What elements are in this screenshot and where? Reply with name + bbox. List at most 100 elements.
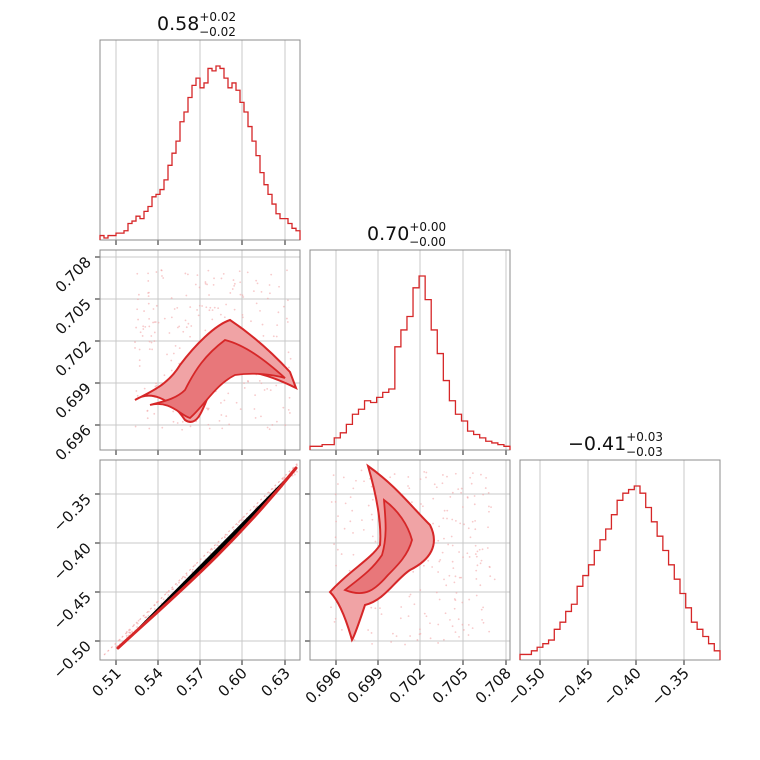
- scatter-point: [374, 540, 377, 543]
- title-param-3: −0.41+0.03 −0.03: [568, 430, 663, 459]
- scatter-point: [408, 487, 411, 490]
- scatter-point: [407, 476, 410, 478]
- scatter-point: [476, 550, 479, 553]
- scatter-point: [233, 282, 236, 285]
- panel-frame: [519, 459, 721, 661]
- scatter-point: [451, 625, 454, 628]
- scatter-point: [147, 614, 150, 617]
- scatter-point: [452, 567, 455, 569]
- scatter-point: [419, 478, 422, 481]
- scatter-point: [476, 564, 479, 567]
- scatter-point: [337, 515, 339, 518]
- scatter-point: [361, 519, 363, 522]
- scatter-point: [129, 632, 132, 634]
- scatter-point: [432, 522, 434, 525]
- scatter-point: [178, 347, 181, 350]
- scatter-point: [170, 369, 173, 372]
- scatter-point: [349, 496, 352, 499]
- scatter-point: [252, 290, 255, 292]
- scatter-point: [282, 305, 285, 308]
- scatter-point: [487, 491, 490, 494]
- scatter-point: [488, 630, 491, 633]
- x-tick-label: 0.699: [344, 664, 387, 707]
- scatter-point: [147, 610, 150, 613]
- scatter-point: [155, 384, 158, 387]
- scatter-point: [379, 607, 381, 610]
- scatter-point: [260, 415, 262, 418]
- scatter-point: [425, 471, 428, 474]
- scatter-point: [176, 306, 179, 309]
- scatter-point: [468, 556, 471, 558]
- scatter-point: [352, 532, 354, 534]
- scatter-point: [458, 636, 460, 638]
- scatter-point: [409, 593, 412, 596]
- scatter-point: [422, 505, 424, 508]
- scatter-point: [334, 617, 337, 620]
- scatter-point: [446, 509, 449, 512]
- scatter-point: [147, 272, 149, 275]
- scatter-point: [287, 351, 290, 354]
- scatter-point: [371, 642, 373, 645]
- scatter-point: [238, 270, 241, 273]
- scatter-point: [371, 535, 374, 538]
- scatter-point: [443, 537, 445, 540]
- scatter-point: [407, 485, 409, 487]
- scatter-point: [266, 426, 269, 429]
- scatter-point: [165, 591, 168, 594]
- scatter-point: [337, 483, 339, 485]
- scatter-point: [276, 324, 279, 327]
- scatter-point: [155, 382, 157, 385]
- scatter-point: [392, 632, 394, 635]
- panel-frame: [99, 249, 301, 451]
- scatter-point: [241, 517, 243, 520]
- scatter-point: [225, 303, 228, 306]
- scatter-point: [134, 347, 136, 349]
- scatter-point: [204, 329, 207, 332]
- scatter-point: [340, 553, 343, 555]
- scatter-point: [136, 394, 139, 397]
- scatter-point: [115, 645, 117, 648]
- scatter-point: [380, 613, 383, 615]
- scatter-point: [453, 607, 456, 610]
- scatter-point: [144, 326, 147, 328]
- scatter-point: [371, 498, 374, 501]
- scatter-point: [198, 304, 201, 307]
- scatter-point: [162, 598, 165, 601]
- scatter-point: [184, 576, 187, 579]
- scatter-point: [335, 520, 338, 523]
- scatter-point: [261, 323, 264, 326]
- scatter-point: [294, 473, 296, 476]
- scatter-point: [389, 476, 392, 479]
- scatter-point: [153, 321, 156, 324]
- scatter-point: [223, 399, 226, 402]
- scatter-point: [190, 325, 193, 327]
- scatter-point: [180, 577, 183, 580]
- scatter-point: [451, 518, 454, 521]
- scatter-point: [296, 470, 298, 473]
- scatter-point: [475, 594, 478, 597]
- scatter-point: [263, 389, 266, 391]
- scatter-point: [170, 297, 173, 299]
- marks-layer: [99, 65, 721, 660]
- scatter-point: [441, 551, 444, 554]
- scatter-point: [457, 488, 460, 490]
- scatter-point: [367, 504, 370, 507]
- scatter-point: [479, 562, 482, 565]
- scatter-point: [201, 305, 204, 307]
- scatter-point: [153, 340, 156, 342]
- scatter-point: [233, 285, 236, 287]
- scatter-point: [250, 320, 252, 323]
- scatter-point: [478, 548, 481, 551]
- contour-p1-p2-inner: [149, 339, 286, 420]
- scatter-point: [432, 497, 435, 500]
- scatter-point: [330, 501, 333, 503]
- scatter-point: [227, 392, 230, 395]
- scatter-point: [473, 503, 476, 506]
- scatter-point: [334, 536, 337, 539]
- scatter-point: [362, 528, 365, 531]
- scatter-point: [137, 619, 140, 622]
- scatter-point: [445, 584, 448, 587]
- scatter-point: [471, 520, 474, 523]
- scatter-point: [241, 314, 244, 316]
- scatter-point: [447, 543, 450, 546]
